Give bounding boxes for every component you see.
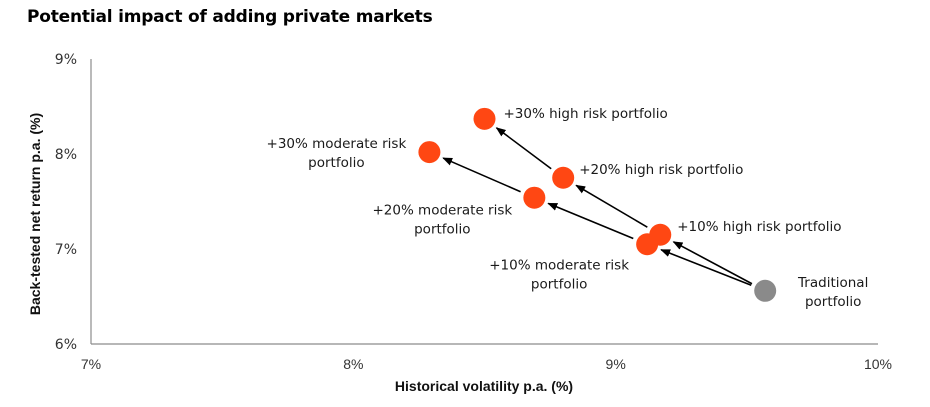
chart-title: Potential impact of adding private marke… <box>27 7 433 27</box>
point-label-high10: +10% high risk portfolio <box>677 219 841 235</box>
point-label-mod10: portfolio <box>531 276 587 292</box>
point-high30 <box>473 107 496 130</box>
point-mod20 <box>523 186 546 209</box>
arrow-high10-to-high20 <box>575 184 648 228</box>
arrow-traditional-to-mod10 <box>660 249 752 287</box>
x-tick-label: 8% <box>343 356 363 372</box>
point-mod30 <box>418 141 441 164</box>
x-axis-title: Historical volatility p.a. (%) <box>395 378 573 394</box>
x-tick-label: 7% <box>81 356 101 372</box>
point-high10 <box>649 223 672 246</box>
point-label-traditional: Traditional <box>797 275 868 291</box>
point-label-mod20: +20% moderate risk <box>372 203 512 219</box>
arrow-traditional-to-high10 <box>672 241 753 285</box>
y-axis-title: Back-tested net return p.a. (%) <box>27 113 43 315</box>
y-tick-label: 8% <box>55 147 77 163</box>
axes: 6%7%8%9%7% 8% 9% 10% <box>55 52 892 372</box>
arrow-high20-to-high30 <box>495 127 552 170</box>
x-tick-label: 9% <box>606 356 626 372</box>
x-tick-label: 10% <box>864 356 892 372</box>
points <box>418 107 777 302</box>
point-high20 <box>552 166 575 189</box>
point-label-mod10: +10% moderate risk <box>489 257 629 273</box>
point-label-high30: +30% high risk portfolio <box>504 106 668 122</box>
point-label-mod30: portfolio <box>308 155 364 171</box>
point-label-traditional: portfolio <box>805 294 861 310</box>
point-traditional <box>754 279 777 302</box>
arrows <box>442 127 753 287</box>
point-label-mod20: portfolio <box>414 222 470 238</box>
y-tick-label: 7% <box>55 242 77 258</box>
arrow-mod20-to-mod30 <box>442 157 521 193</box>
point-labels: Traditional portfolio +10% high risk portf… <box>267 106 869 310</box>
arrow-mod10-to-mod20 <box>547 202 634 240</box>
y-tick-label: 6% <box>55 337 77 353</box>
y-tick-label: 9% <box>55 52 77 68</box>
point-label-high20: +20% high risk portfolio <box>579 162 743 178</box>
point-label-mod30: +30% moderate risk <box>267 136 407 152</box>
